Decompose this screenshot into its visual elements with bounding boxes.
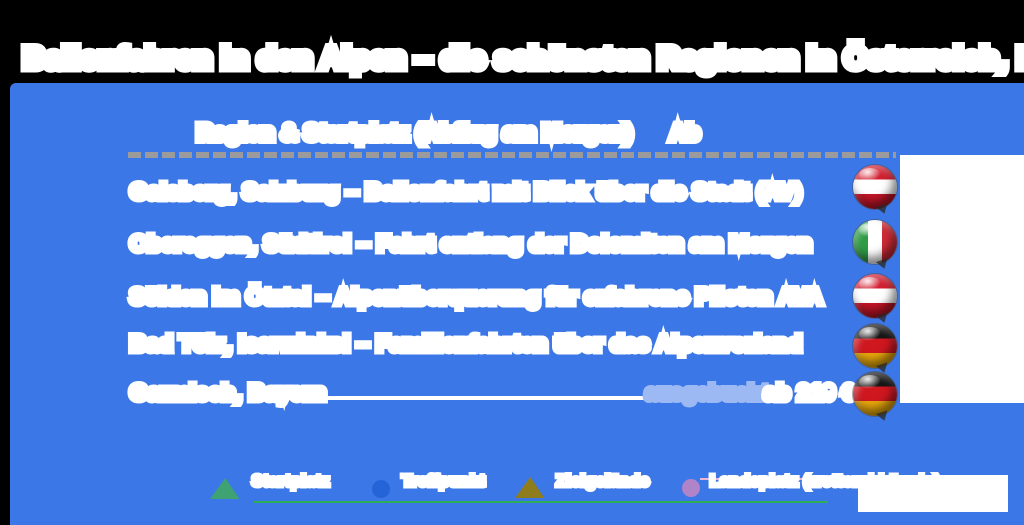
italy-flag-balloon-icon[interactable] xyxy=(853,220,897,264)
germany-flag-balloon-icon[interactable] xyxy=(853,324,897,368)
status-badge: ausgebucht xyxy=(642,379,771,407)
legend-highlight-band xyxy=(858,475,1008,512)
legend-label: Treffpunkt xyxy=(399,471,487,492)
austria-flag-balloon-icon[interactable] xyxy=(853,274,897,318)
austria-flag-balloon-icon[interactable] xyxy=(853,165,897,209)
column-header-ab[interactable]: Ab xyxy=(666,118,704,148)
legend-accent-line-pink xyxy=(700,478,1000,480)
price-label: ab 219 € xyxy=(761,378,858,407)
row-underline xyxy=(322,396,702,400)
column-header-region[interactable]: Region & Startplatz (Abflug am Morgen) xyxy=(193,118,636,148)
meeting-point-dot-icon xyxy=(372,480,390,498)
page-title: Ballonfahren in den Alpen – die schönste… xyxy=(19,39,1024,78)
landing-dot-icon xyxy=(682,479,700,497)
table-row[interactable]: Sölden im Ötztal – Alpenüberquerung für … xyxy=(126,282,826,311)
table-row[interactable]: Bad Tölz, Isarwinkel – Familienfahrten ü… xyxy=(126,329,805,358)
side-panel-placeholder xyxy=(900,155,1024,403)
legend-label: Startplatz xyxy=(250,471,332,492)
germany-flag-balloon-icon[interactable] xyxy=(853,372,897,416)
table-row[interactable]: Garmisch, Bayern xyxy=(126,378,329,407)
legend-label: Landeplatz (wetterabhängig) xyxy=(707,471,942,492)
table-row[interactable]: Gaisberg, Salzburg – Ballonfahrt mit Bli… xyxy=(126,177,805,206)
legend-accent-line-green xyxy=(254,501,828,503)
header-divider xyxy=(128,152,896,158)
table-row[interactable]: Obereggen, Südtirol – Fahrt entlang der … xyxy=(126,229,815,258)
legend-label: Zielgelände xyxy=(554,471,652,492)
